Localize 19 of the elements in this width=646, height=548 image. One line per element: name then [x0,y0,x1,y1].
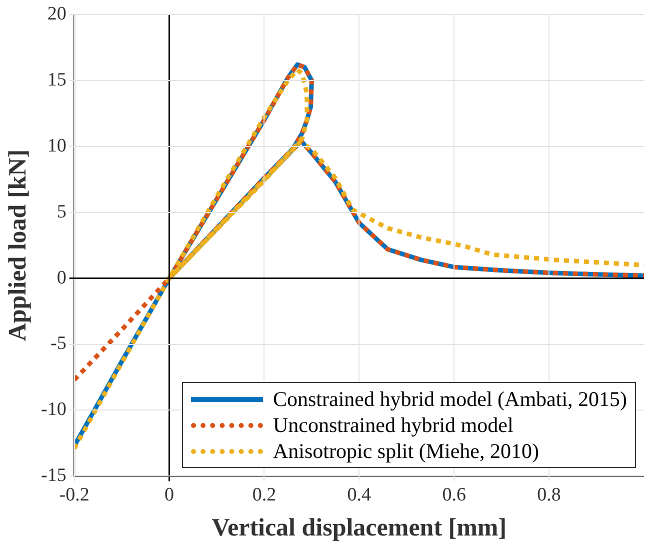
x-tick-label: 0.2 [252,484,276,506]
legend-label: Constrained hybrid model (Ambati, 2015) [273,386,628,412]
y-tick-label: -5 [50,333,66,354]
y-tick-label: -15 [41,465,66,486]
x-axis-title: Vertical displacement [mm] [212,514,507,542]
legend-label: Anisotropic split (Miehe, 2010) [273,438,539,464]
legend-label: Unconstrained hybrid model [273,412,514,438]
y-tick-label: 5 [56,201,66,222]
y-axis-title: Applied load [kN] [4,149,32,342]
y-tick-label: -10 [41,399,66,420]
y-tick-label: 0 [56,267,66,288]
y-tick-label: 15 [47,69,66,90]
x-tick-label: -0.2 [59,484,90,506]
x-tick-label: 0.8 [537,484,561,506]
x-tick-label: 0 [164,484,174,506]
x-tick-label: 0.6 [442,484,466,506]
x-tick-label: 0.4 [347,484,372,506]
y-tick-label: 10 [47,135,66,156]
y-tick-label: 20 [47,3,66,24]
